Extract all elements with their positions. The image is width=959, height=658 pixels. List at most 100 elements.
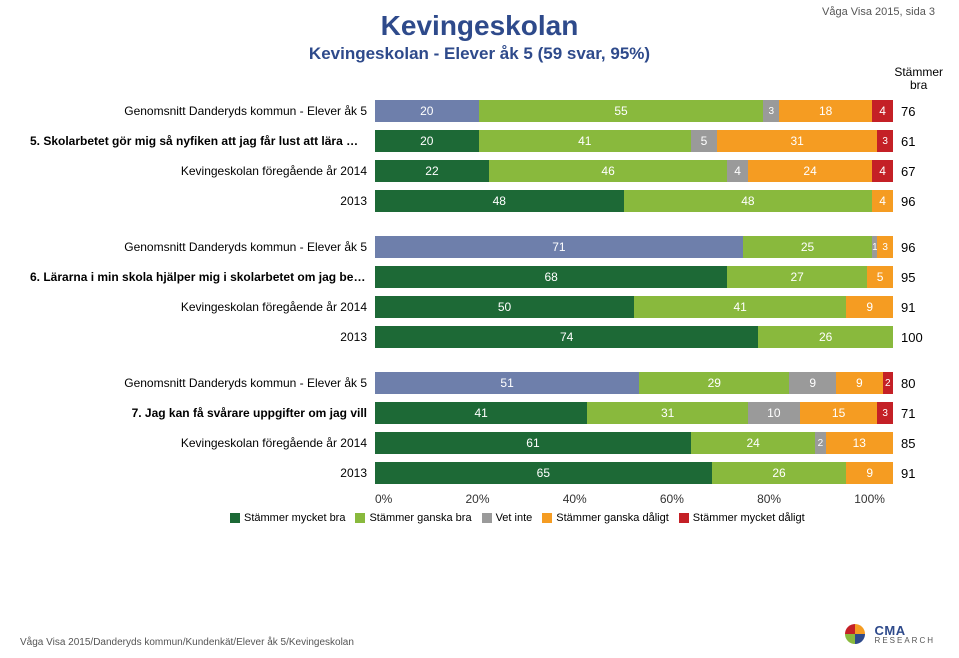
bar-segment: 4 [872,160,893,182]
row-label: Genomsnitt Danderyds kommun - Elever åk … [30,240,375,254]
chart-row: Kevingeskolan föregående år 201461242138… [30,430,929,456]
bar-segment: 31 [717,130,878,152]
axis-tick: 100% [854,492,885,506]
legend-swatch [230,513,240,523]
bar-segment: 9 [846,296,893,318]
row-total: 67 [893,164,929,179]
bar-segment: 9 [846,462,893,484]
bar-segment: 4 [872,190,893,212]
bar-segment: 22 [375,160,489,182]
row-label: 2013 [30,466,375,480]
chart-row: Kevingeskolan föregående år 20145041991 [30,294,929,320]
bar-segment: 61 [375,432,691,454]
bar-segment: 24 [691,432,815,454]
axis-tick: 60% [660,492,684,506]
row-total: 85 [893,436,929,451]
bar: 712513 [375,236,893,258]
row-label: Kevingeskolan föregående år 2014 [30,436,375,450]
bar: 413110153 [375,402,893,424]
row-total: 96 [893,240,929,255]
legend-item: Stämmer mycket dåligt [679,512,805,524]
bar-segment: 9 [836,372,883,394]
bar-segment: 3 [877,402,893,424]
chart-row: Genomsnitt Danderyds kommun - Elever åk … [30,370,929,396]
chart-row: 20136526991 [30,460,929,486]
row-label: 2013 [30,194,375,208]
x-axis: 0% 20% 40% 60% 80% 100% [375,492,885,506]
row-total: 71 [893,406,929,421]
bar-segment: 65 [375,462,712,484]
chart-group: Genomsnitt Danderyds kommun - Elever åk … [30,234,929,350]
logo-icon [841,620,869,648]
bar-segment: 41 [479,130,691,152]
axis-tick: 40% [563,492,587,506]
bar-segment: 29 [639,372,789,394]
bar-segment: 15 [800,402,878,424]
logo-subtext: RESEARCH [875,636,935,645]
axis-tick: 0% [375,492,392,506]
bar: 7426 [375,326,893,348]
bar-segment: 5 [691,130,717,152]
axis-tick: 80% [757,492,781,506]
bar: 6124213 [375,432,893,454]
bar-segment: 2 [883,372,893,394]
chart-row: Genomsnitt Danderyds kommun - Elever åk … [30,234,929,260]
legend-label: Stämmer ganska dåligt [556,512,669,524]
chart-row: 20137426100 [30,324,929,350]
legend-label: Stämmer mycket dåligt [693,512,805,524]
legend-item: Stämmer ganska dåligt [542,512,669,524]
legend: Stämmer mycket bra Stämmer ganska bra Vet … [230,512,929,524]
col-head-line2: bra [910,78,927,92]
footer-path: Våga Visa 2015/Danderyds kommun/Kundenkä… [20,637,354,648]
bar-segment: 24 [748,160,872,182]
row-total: 61 [893,134,929,149]
legend-label: Vet inte [496,512,533,524]
bar-segment: 3 [763,100,779,122]
bar-segment: 26 [712,462,847,484]
bar-segment: 3 [877,236,893,258]
bar-segment: 27 [727,266,867,288]
row-label: 5. Skolarbetet gör mig så nyfiken att ja… [30,134,375,148]
bar-segment: 18 [779,100,872,122]
legend-swatch [482,513,492,523]
row-total: 95 [893,270,929,285]
bar-segment: 41 [634,296,846,318]
row-total: 91 [893,466,929,481]
legend-swatch [542,513,552,523]
row-label: 6. Lärarna i min skola hjälper mig i sko… [30,270,375,284]
row-total: 76 [893,104,929,119]
legend-item: Stämmer ganska bra [355,512,471,524]
bar-segment: 13 [826,432,893,454]
row-total: 100 [893,330,929,345]
chart-group: Genomsnitt Danderyds kommun - Elever åk … [30,98,929,214]
bar-segment: 10 [748,402,800,424]
bar: 20415313 [375,130,893,152]
page-title: Kevingeskolan [30,10,929,42]
chart-row: 5. Skolarbetet gör mig så nyfiken att ja… [30,128,929,154]
row-total: 80 [893,376,929,391]
legend-label: Stämmer mycket bra [244,512,345,524]
chart-group: Genomsnitt Danderyds kommun - Elever åk … [30,370,929,486]
legend-label: Stämmer ganska bra [369,512,471,524]
bar-segment: 26 [758,326,893,348]
bar-segment: 68 [375,266,727,288]
row-label: Kevingeskolan föregående år 2014 [30,300,375,314]
legend-swatch [355,513,365,523]
bar-segment: 5 [867,266,893,288]
chart-row: Kevingeskolan föregående år 201422464244… [30,158,929,184]
axis-tick: 20% [466,492,490,506]
chart-row: 20134848496 [30,188,929,214]
bar-segment: 20 [375,130,479,152]
legend-item: Stämmer mycket bra [230,512,345,524]
chart-area: Genomsnitt Danderyds kommun - Elever åk … [30,98,929,486]
column-header-stammer-bra: Stämmer bra [894,66,943,92]
bar-segment: 31 [587,402,748,424]
bar-segment: 55 [479,100,764,122]
bar-segment: 74 [375,326,758,348]
row-label: Genomsnitt Danderyds kommun - Elever åk … [30,104,375,118]
row-label: 2013 [30,330,375,344]
bar-segment: 3 [877,130,893,152]
row-total: 96 [893,194,929,209]
cma-logo: CMA RESEARCH [841,620,935,648]
bar-segment: 51 [375,372,639,394]
